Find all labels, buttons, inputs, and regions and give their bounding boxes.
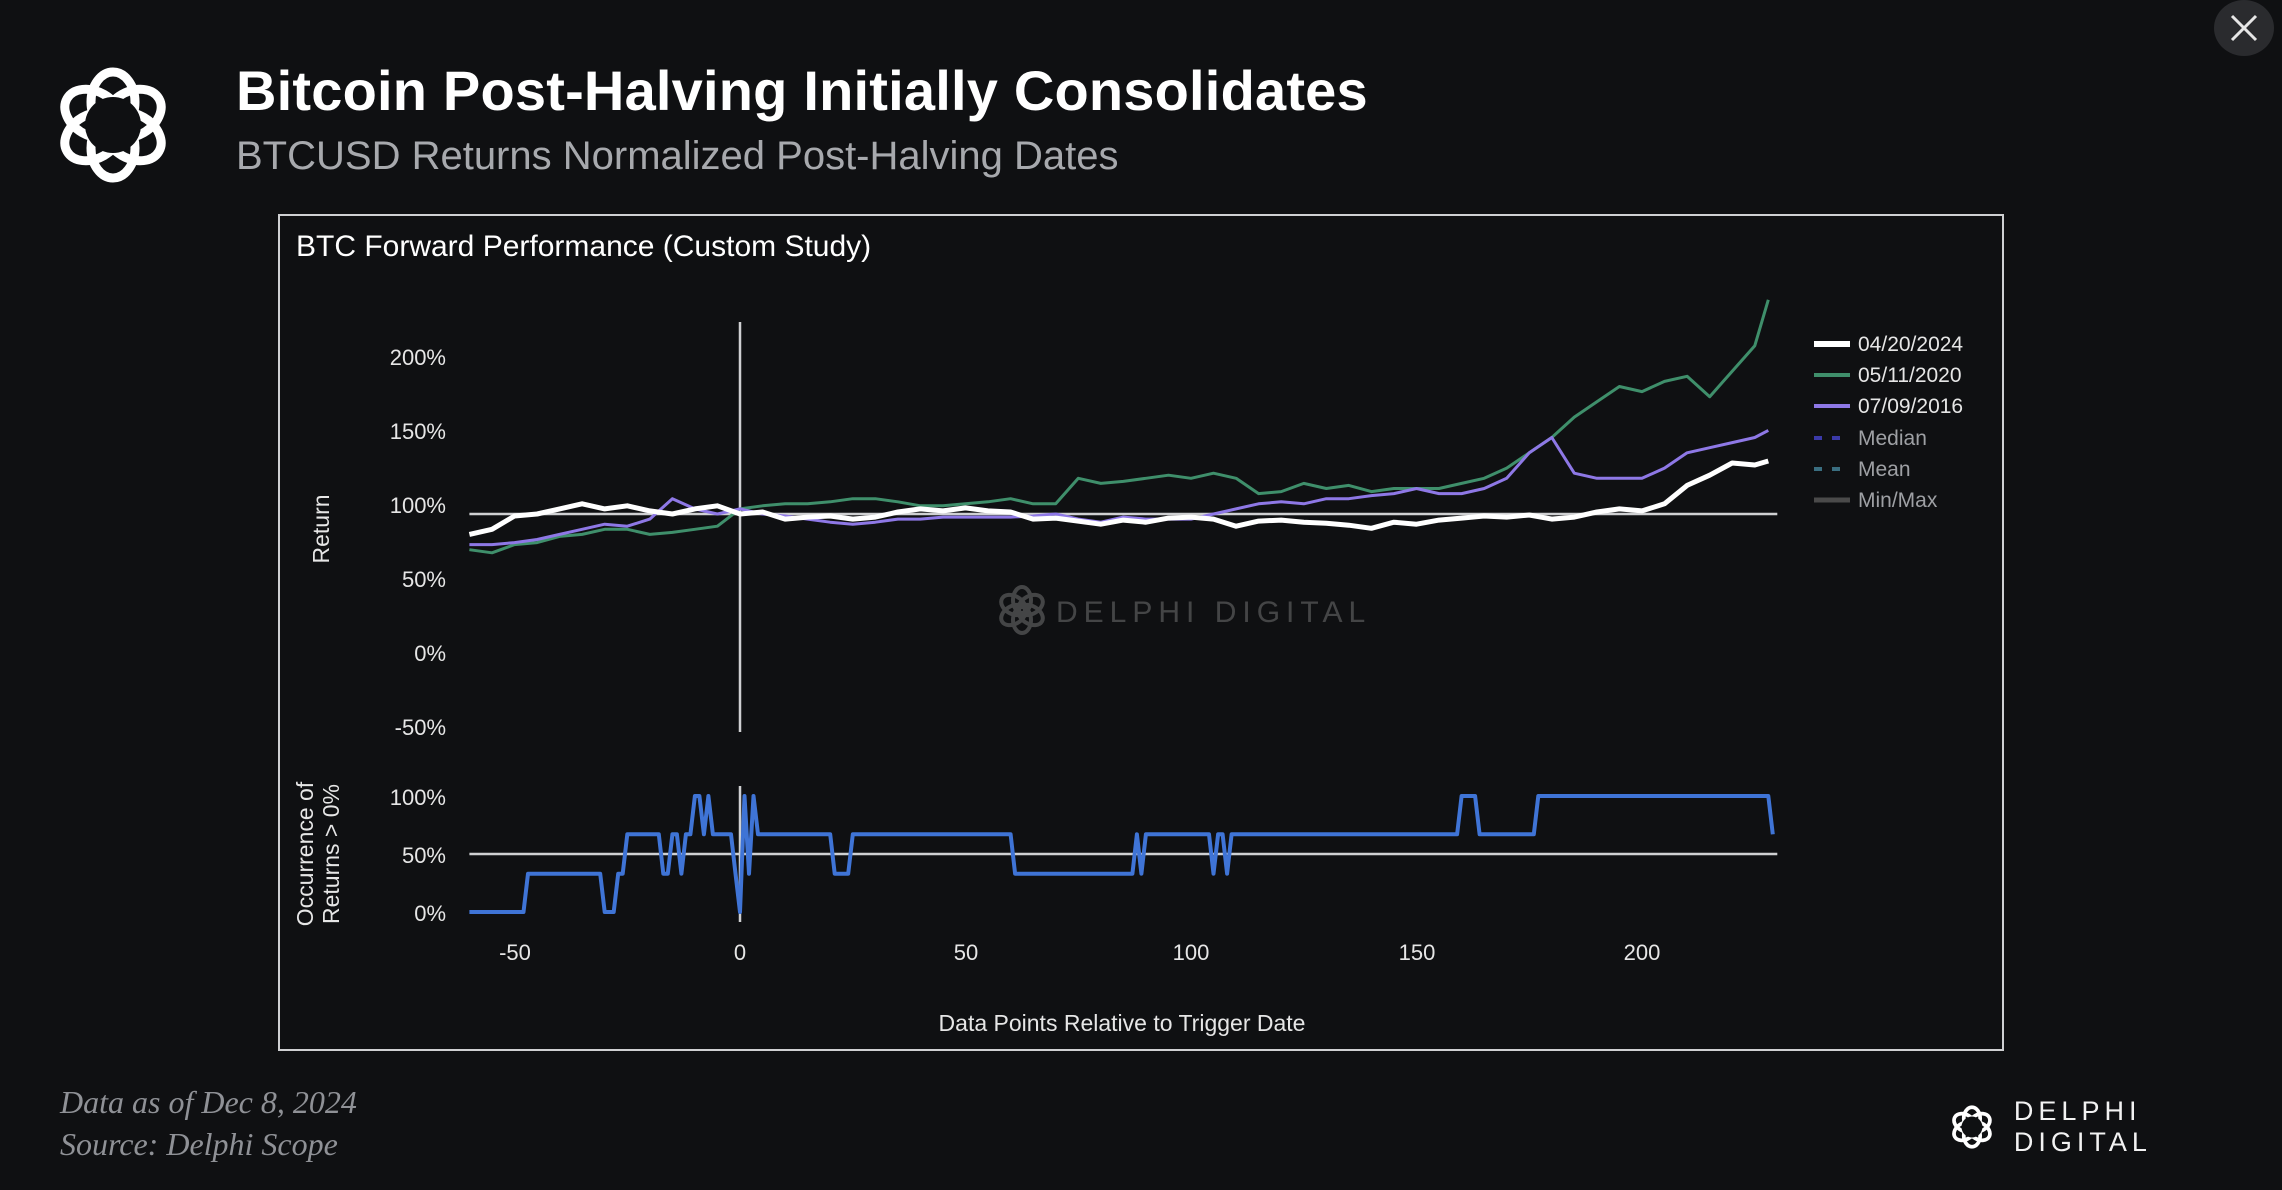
source-note: Source: Delphi Scope (60, 1126, 338, 1162)
watermark-text: DELPHI DIGITAL (1056, 596, 1371, 629)
lower-y-ticks: 100% 50% 0% (390, 785, 446, 926)
legend-item-2024: 04/20/2024 (1814, 333, 1963, 356)
chart-title: BTC Forward Performance (Custom Study) (296, 230, 872, 263)
brand-name: DELPHI DIGITAL (2013, 1096, 2152, 1157)
page-subtitle: BTCUSD Returns Normalized Post-Halving D… (236, 134, 1119, 178)
y-tick-label: 100% (390, 785, 446, 810)
x-tick-label: 150 (1399, 940, 1436, 965)
legend-label: Min/Max (1858, 489, 1938, 512)
x-tick-label: 100 (1173, 940, 1210, 965)
x-tick-label: 0 (734, 940, 746, 965)
series-line-05-11-2020 (469, 299, 1770, 555)
y-tick-label: 50% (402, 567, 446, 592)
data-as-of-note: Data as of Dec 8, 2024 (60, 1084, 357, 1120)
y-tick-label: 50% (402, 843, 446, 868)
x-tick-label: 200 (1624, 940, 1661, 965)
y-tick-label: 0% (414, 901, 446, 926)
upper-y-ticks: 200% 150% 100% 50% 0% -50% (390, 345, 446, 740)
legend-item-minmax: Min/Max (1814, 489, 1938, 512)
close-icon (2230, 14, 2258, 42)
watermark: DELPHI DIGITAL (999, 585, 1371, 635)
legend-item-2020: 05/11/2020 (1814, 364, 1962, 387)
series-line-07-09-2016 (469, 429, 1769, 547)
x-ticks: -50 0 50 100 150 200 (499, 940, 1660, 965)
close-button[interactable] (2214, 0, 2274, 56)
legend-item-median: Median (1814, 427, 1927, 450)
page-title: Bitcoin Post-Halving Initially Consolida… (236, 59, 1368, 122)
legend-label: Mean (1858, 458, 1911, 481)
legend-item-2016: 07/09/2016 (1814, 395, 1963, 418)
series-line-04-20-2024 (468, 458, 1770, 537)
x-tick-label: 50 (954, 940, 978, 965)
chart-panel: BTC Forward Performance (Custom Study) D… (278, 214, 2004, 1051)
chart-canvas: DELPHI DIGITAL 200% 150% 100% 50% 0% -50… (292, 299, 1963, 1036)
x-axis-label: Data Points Relative to Trigger Date (939, 1010, 1306, 1036)
y-tick-label: 100% (390, 493, 446, 518)
y-tick-label: 150% (390, 419, 446, 444)
occurrence-step-line (469, 794, 1775, 914)
x-tick-label: -50 (499, 940, 531, 965)
brand-signature: DELPHI DIGITAL (1944, 1096, 2282, 1158)
legend-label: 05/11/2020 (1858, 364, 1962, 387)
y-tick-label: -50% (395, 715, 446, 740)
legend-item-mean: Mean (1814, 458, 1911, 481)
y-axis-label-occurrence: Occurrence ofReturns > 0% (292, 781, 344, 926)
legend: 04/20/2024 05/11/2020 07/09/2016 Median … (1814, 333, 1963, 512)
legend-label: 07/09/2016 (1858, 395, 1963, 418)
y-tick-label: 200% (390, 345, 446, 370)
y-axis-label-return: Return (308, 494, 334, 563)
delphi-logo-icon (60, 67, 166, 183)
y-tick-label: 0% (414, 641, 446, 666)
legend-label: Median (1858, 427, 1927, 450)
legend-label: 04/20/2024 (1858, 333, 1963, 356)
delphi-logo-icon (1952, 1105, 1992, 1149)
